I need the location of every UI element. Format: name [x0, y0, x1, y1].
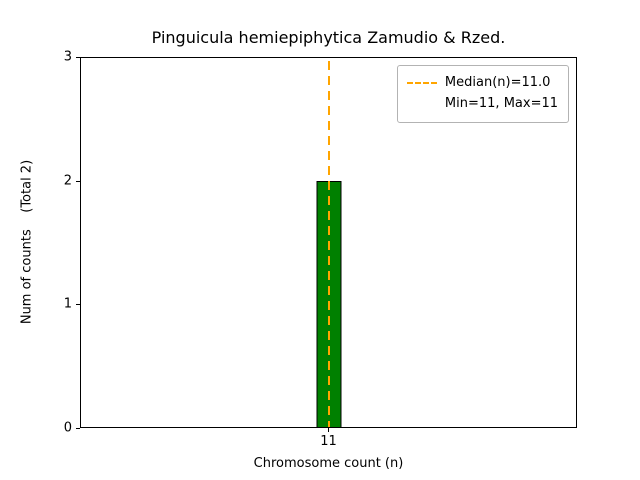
y-axis-label: Num of counts (Total 2) — [19, 159, 35, 325]
y-tick-label: 0 — [63, 420, 72, 436]
legend-label-minmax: Min=11, Max=11 — [444, 95, 558, 111]
x-axis-label: Chromosome count (n) — [253, 456, 404, 471]
legend-entry-median: Median(n)=11.0 — [406, 73, 558, 94]
y-tick-mark — [76, 428, 80, 429]
x-tick-label: 11 — [320, 434, 337, 449]
chart-title: Pinguicula hemiepiphytica Zamudio & Rzed… — [151, 28, 506, 47]
y-tick-mark — [76, 57, 80, 58]
median-line — [327, 61, 330, 427]
y-tick-mark — [76, 304, 80, 305]
y-tick-label: 1 — [63, 296, 72, 312]
y-tick-mark — [76, 181, 80, 182]
y-tick-label: 2 — [63, 173, 72, 189]
y-tick-label: 3 — [63, 49, 72, 65]
plot-area: Median(n)=11.0 Min=11, Max=11 — [80, 57, 577, 428]
x-tick-mark — [328, 428, 329, 432]
legend-label-median: Median(n)=11.0 — [444, 75, 551, 90]
legend-dashed-line-handle — [406, 82, 437, 85]
legend-entry-minmax: Min=11, Max=11 — [407, 94, 558, 115]
legend: Median(n)=11.0 Min=11, Max=11 — [396, 65, 569, 123]
